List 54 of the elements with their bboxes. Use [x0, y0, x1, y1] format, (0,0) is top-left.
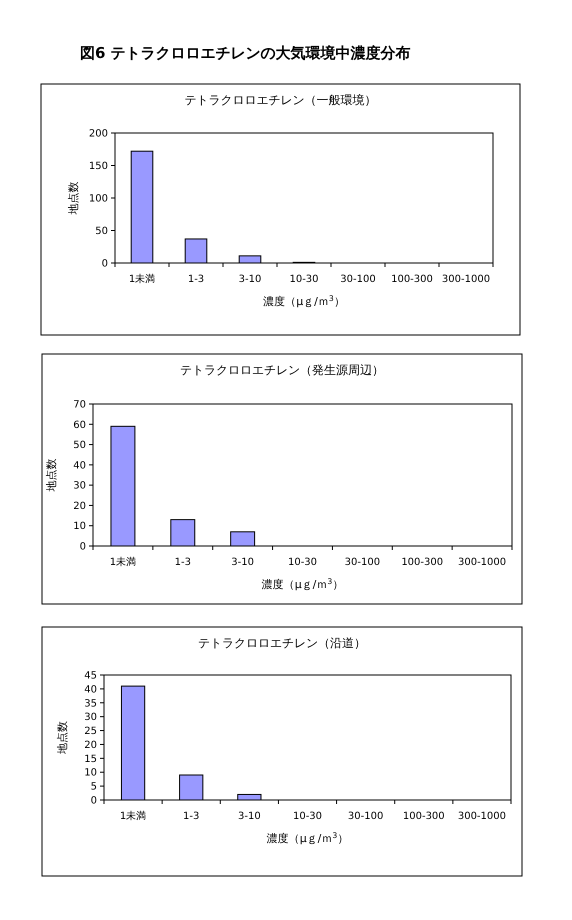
x-tick-label: 30-100	[340, 274, 376, 285]
y-tick-label: 10	[84, 768, 97, 779]
x-tick-label: 300-1000	[458, 811, 506, 822]
y-tick-label: 0	[80, 542, 86, 552]
x-tick-label: 1-3	[174, 557, 191, 568]
y-tick-label: 20	[84, 740, 97, 751]
x-tick-label: 100-300	[391, 274, 433, 285]
x-tick-label: 30-100	[344, 557, 380, 568]
y-axis-title: 地点数	[67, 182, 80, 216]
x-tick-label: 3-10	[238, 811, 261, 822]
y-tick-label: 45	[84, 670, 97, 682]
y-tick-label: 0	[102, 258, 108, 270]
x-tick-label: 10-30	[292, 811, 322, 822]
x-tick-label: 100-300	[402, 811, 445, 822]
chart-subtitle: テトラクロロエチレン（一般環境）	[184, 93, 376, 107]
x-tick-label: 3-10	[231, 557, 254, 568]
x-tick-label: 10-30	[288, 557, 318, 568]
y-tick-label: 10	[73, 521, 86, 532]
y-tick-label: 0	[90, 796, 97, 806]
y-tick-label: 40	[73, 460, 86, 472]
x-tick-label: 300-1000	[458, 557, 506, 568]
x-tick-label: 100-300	[401, 557, 444, 568]
y-tick-label: 40	[84, 684, 97, 696]
y-tick-label: 25	[84, 726, 97, 738]
x-tick-label: 1-3	[183, 811, 200, 822]
y-tick-label: 20	[73, 500, 86, 512]
y-tick-label: 100	[88, 194, 108, 204]
y-tick-label: 5	[90, 782, 97, 793]
y-tick-label: 15	[84, 754, 97, 765]
x-tick-label: 300-1000	[442, 274, 490, 285]
y-tick-label: 150	[88, 161, 108, 172]
x-tick-label: 1未満	[110, 556, 136, 568]
x-tick-label: 10-30	[289, 274, 319, 285]
y-tick-label: 70	[73, 400, 86, 410]
y-tick-label: 200	[88, 128, 108, 140]
chart-subtitle: テトラクロロエチレン（沿道）	[198, 636, 366, 650]
x-tick-label: 3-10	[238, 274, 262, 285]
y-tick-label: 35	[84, 698, 97, 710]
x-axis-title: 濃度（μｇ/ｍ$^{3}$）	[266, 830, 348, 845]
x-axis-title: 濃度（μｇ/ｍ$^{3}$）	[262, 576, 344, 591]
x-axis-title: 濃度（μｇ/ｍ$^{3}$）	[263, 294, 345, 308]
chart-subtitle: テトラクロロエチレン（発生源周辺）	[180, 363, 384, 377]
y-tick-label: 60	[73, 420, 86, 431]
x-tick-label: 1-3	[188, 274, 204, 285]
y-tick-label: 50	[73, 440, 86, 452]
x-tick-label: 30-100	[348, 811, 384, 822]
y-tick-label: 30	[73, 480, 86, 492]
chart-title: 図6 テトラクロロエチレンの大気環境中濃度分布	[80, 44, 411, 62]
x-tick-label: 1未満	[128, 273, 156, 285]
y-axis-title: 地点数	[56, 721, 69, 755]
y-axis-title: 地点数	[45, 458, 58, 492]
y-tick-label: 30	[84, 712, 97, 724]
y-tick-label: 50	[95, 226, 108, 237]
x-tick-label: 1未満	[120, 810, 146, 822]
